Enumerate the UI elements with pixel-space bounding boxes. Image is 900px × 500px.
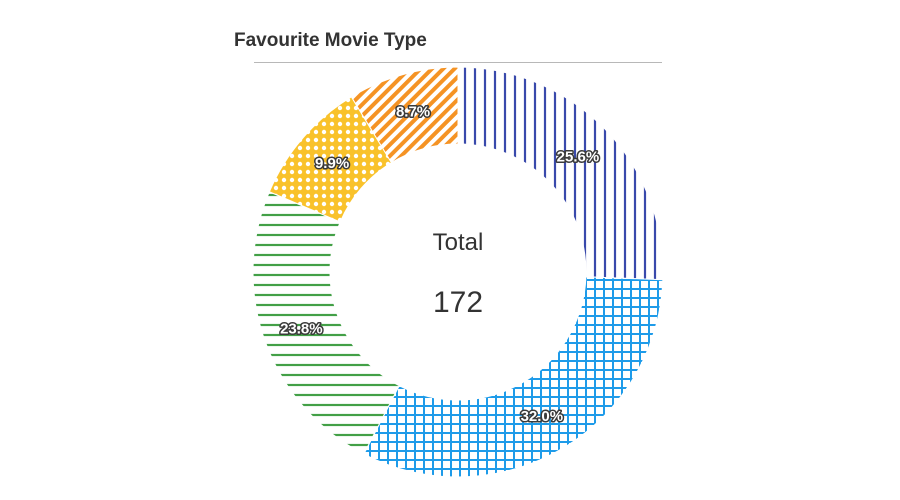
center-total-value: 172 (433, 286, 483, 319)
labels-layer: 25.6% 32.0% 23.8% 9.9% 8.7% (279, 102, 601, 426)
center-total-label: Total (433, 229, 484, 256)
donut-slice-2[interactable] (363, 276, 664, 478)
slice-label-5: 8.7% (396, 104, 430, 121)
slice-label-2: 32.0% (521, 408, 564, 425)
donut-slice-3[interactable] (252, 191, 400, 455)
chart-title: Favourite Movie Type (234, 30, 427, 51)
slice-label-3: 23.8% (280, 320, 323, 337)
slice-label-4: 9.9% (315, 155, 349, 172)
slices-layer (252, 66, 664, 478)
title-divider (254, 62, 662, 63)
slice-label-1: 25.6% (557, 149, 600, 166)
donut-slice-5[interactable] (350, 66, 459, 164)
donut-slice-1[interactable] (457, 66, 664, 281)
